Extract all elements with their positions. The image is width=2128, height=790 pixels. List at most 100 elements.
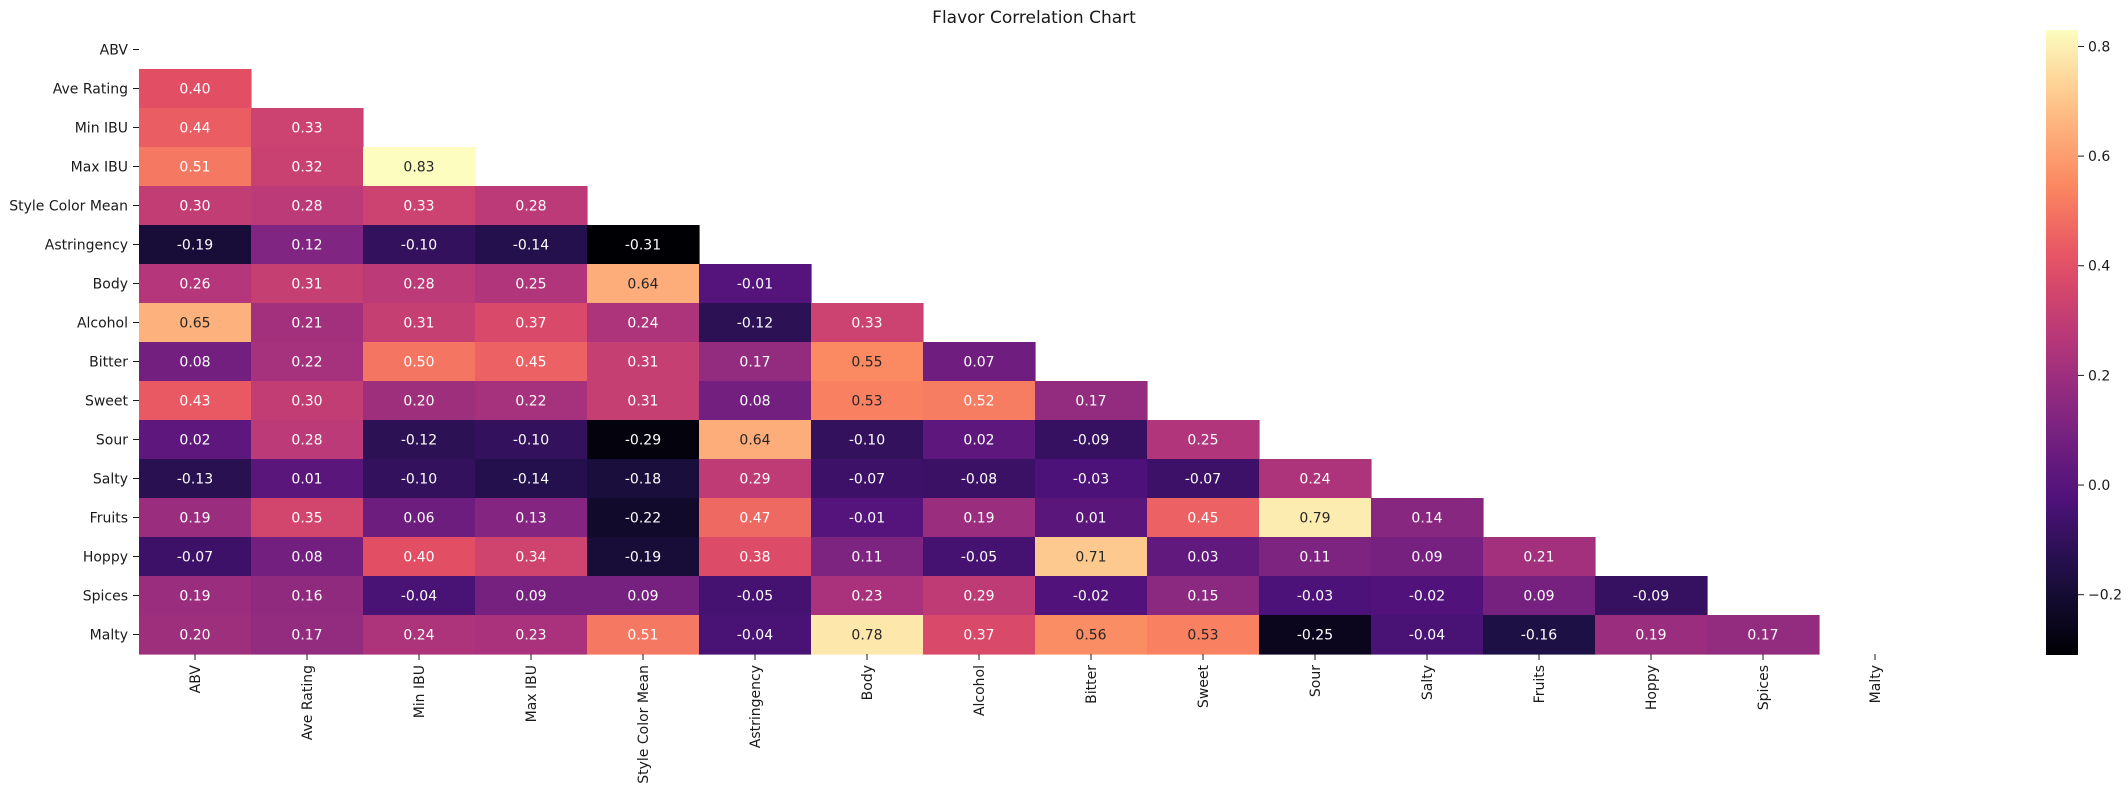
cell-value-label: 0.71 bbox=[1075, 550, 1106, 566]
x-tick-label: ABV bbox=[188, 665, 204, 694]
cell-value-label: -0.10 bbox=[849, 433, 885, 449]
y-tick-label: Malty bbox=[90, 628, 128, 644]
y-axis-tick-labels: ABV Ave Rating Min IBU Max IBU Style Color M… bbox=[9, 43, 139, 644]
cell-value-label: 0.33 bbox=[403, 199, 434, 215]
heatmap-cell bbox=[699, 420, 812, 460]
heatmap-cell bbox=[251, 342, 364, 382]
heatmap-cell bbox=[1259, 537, 1372, 577]
cell-value-label: 0.20 bbox=[179, 628, 210, 644]
heatmap-cell bbox=[587, 498, 700, 538]
cell-value-label: 0.24 bbox=[627, 316, 658, 332]
heatmap-cell bbox=[1147, 459, 1260, 499]
cell-value-label: 0.45 bbox=[1187, 511, 1218, 527]
heatmap-cell bbox=[1147, 420, 1260, 460]
cell-value-label: 0.08 bbox=[739, 394, 770, 410]
heatmap-cell bbox=[251, 264, 364, 304]
x-tick-label: Salty bbox=[1420, 665, 1436, 700]
heatmap-cell bbox=[587, 342, 700, 382]
heatmap-cell bbox=[1371, 576, 1484, 616]
cell-value-label: -0.12 bbox=[401, 433, 437, 449]
x-tick-label: Alcohol bbox=[972, 665, 988, 716]
heatmap-cell bbox=[139, 264, 252, 304]
heatmap-cell bbox=[1483, 576, 1596, 616]
heatmap-cell bbox=[363, 459, 476, 499]
heatmap-cell bbox=[139, 420, 252, 460]
cell-value-label: 0.45 bbox=[515, 355, 546, 371]
cell-value-label: 0.02 bbox=[963, 433, 994, 449]
heatmap-cell bbox=[475, 381, 588, 421]
heatmap-cell bbox=[475, 342, 588, 382]
y-tick-label: Sweet bbox=[85, 394, 129, 410]
heatmap-cell bbox=[1147, 537, 1260, 577]
heatmap-cell bbox=[699, 264, 812, 304]
cell-value-label: 0.29 bbox=[739, 472, 770, 488]
cell-value-label: 0.12 bbox=[291, 238, 322, 254]
cell-value-label: 0.06 bbox=[403, 511, 434, 527]
cell-value-label: -0.18 bbox=[625, 472, 661, 488]
cell-value-label: 0.28 bbox=[515, 199, 546, 215]
heatmap-cell bbox=[811, 537, 924, 577]
heatmap-cell bbox=[139, 615, 252, 655]
heatmap-cell bbox=[923, 537, 1036, 577]
cell-value-label: 0.31 bbox=[291, 277, 322, 293]
cell-value-label: 0.11 bbox=[1299, 550, 1330, 566]
heatmap-cell bbox=[811, 303, 924, 343]
cell-value-label: -0.03 bbox=[1297, 589, 1333, 605]
heatmap-cell bbox=[811, 576, 924, 616]
cell-value-label: -0.05 bbox=[737, 589, 773, 605]
cell-value-label: 0.65 bbox=[179, 316, 210, 332]
cell-value-label: 0.83 bbox=[403, 160, 434, 176]
x-tick-label: Max IBU bbox=[524, 665, 540, 722]
cell-value-label: 0.17 bbox=[291, 628, 322, 644]
heatmap-cell bbox=[587, 459, 700, 499]
cell-value-label: 0.01 bbox=[1075, 511, 1106, 527]
cell-value-label: 0.09 bbox=[627, 589, 658, 605]
y-tick-label: Bitter bbox=[89, 355, 128, 371]
heatmap-cell bbox=[475, 537, 588, 577]
heatmap-cell bbox=[1371, 537, 1484, 577]
heatmap-cell bbox=[699, 459, 812, 499]
heatmap-cell bbox=[699, 537, 812, 577]
heatmap-cell bbox=[923, 420, 1036, 460]
x-axis-tick-labels: ABV Ave Rating Min IBU Max IBU Style Color M… bbox=[188, 654, 1884, 784]
heatmap-cell bbox=[251, 303, 364, 343]
heatmap-cell bbox=[363, 225, 476, 265]
x-tick-label: Ave Rating bbox=[300, 665, 316, 740]
x-tick-label: Astringency bbox=[748, 665, 764, 748]
x-tick-label: Body bbox=[860, 665, 876, 700]
cell-value-label: 0.19 bbox=[179, 511, 210, 527]
cell-value-label: 0.02 bbox=[179, 433, 210, 449]
colorbar-tick-label: 0.4 bbox=[2088, 259, 2110, 275]
heatmap-cell bbox=[251, 381, 364, 421]
cell-value-label: 0.53 bbox=[1187, 628, 1218, 644]
cell-value-label: 0.17 bbox=[1747, 628, 1778, 644]
cell-value-label: 0.26 bbox=[179, 277, 210, 293]
colorbar-tick-label: 0.6 bbox=[2088, 149, 2110, 165]
cell-value-label: 0.17 bbox=[1075, 394, 1106, 410]
y-tick-label: ABV bbox=[100, 43, 129, 59]
x-tick-label: Min IBU bbox=[412, 665, 428, 718]
heatmap-cell bbox=[475, 576, 588, 616]
cell-value-label: 0.22 bbox=[291, 355, 322, 371]
cell-value-label: 0.37 bbox=[963, 628, 994, 644]
heatmap-cell bbox=[1147, 498, 1260, 538]
heatmap-cell bbox=[475, 459, 588, 499]
cell-value-label: -0.07 bbox=[849, 472, 885, 488]
heatmap-cell bbox=[811, 615, 924, 655]
heatmap-cell bbox=[139, 108, 252, 148]
heatmap-cell bbox=[1259, 615, 1372, 655]
heatmap-cell bbox=[587, 381, 700, 421]
heatmap-cell bbox=[139, 576, 252, 616]
cell-value-label: 0.40 bbox=[179, 82, 210, 98]
heatmap-cell bbox=[251, 108, 364, 148]
heatmap-cell bbox=[587, 225, 700, 265]
cell-value-label: 0.08 bbox=[291, 550, 322, 566]
heatmap-cell bbox=[699, 303, 812, 343]
x-tick-label: Spices bbox=[1756, 665, 1772, 710]
cell-value-label: 0.40 bbox=[403, 550, 434, 566]
heatmap-cell bbox=[475, 264, 588, 304]
heatmap-cell bbox=[251, 147, 364, 187]
heatmap-cell bbox=[139, 342, 252, 382]
cell-value-label: 0.20 bbox=[403, 394, 434, 410]
heatmap-cell bbox=[251, 576, 364, 616]
